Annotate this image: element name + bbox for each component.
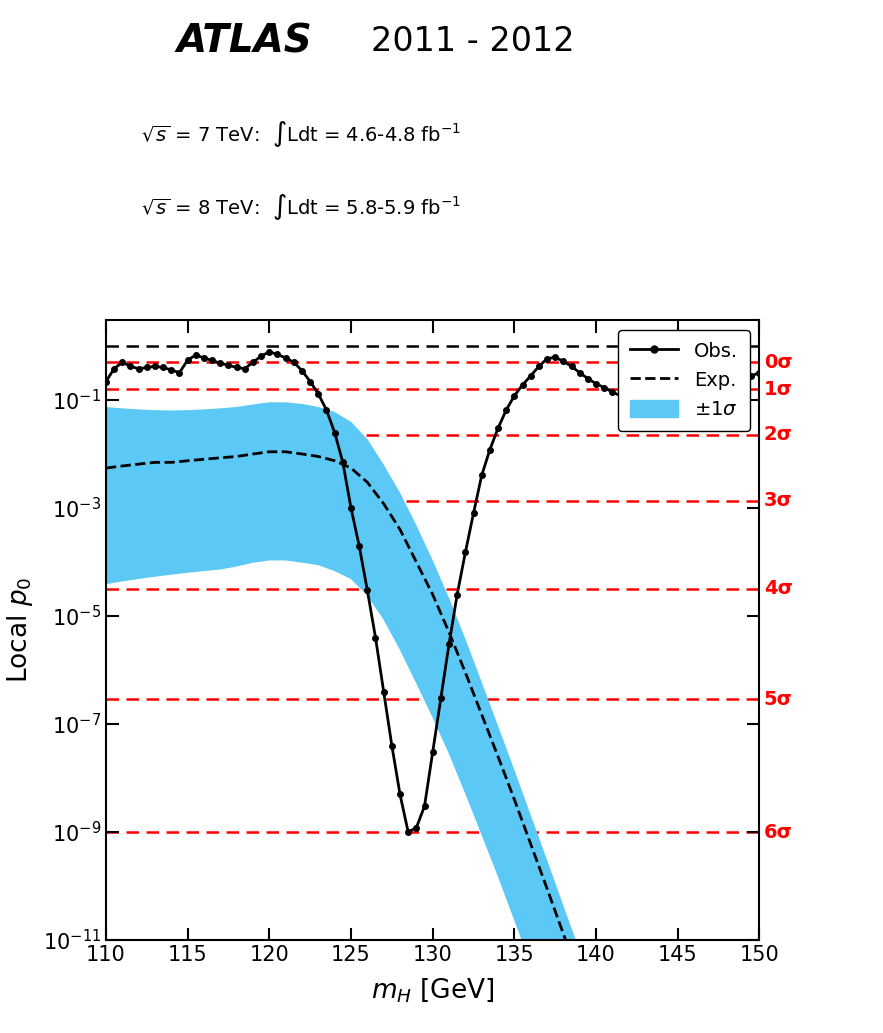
Text: $\sqrt{s}$ = 7 TeV:  $\int$Ldt = 4.6-4.8 fb$^{-1}$: $\sqrt{s}$ = 7 TeV: $\int$Ldt = 4.6-4.8 … — [141, 120, 461, 149]
Text: ATLAS: ATLAS — [177, 23, 313, 60]
Text: 6σ: 6σ — [764, 823, 793, 842]
Text: 5σ: 5σ — [764, 690, 793, 709]
Text: 0σ: 0σ — [764, 352, 792, 372]
Y-axis label: Local $p_0$: Local $p_0$ — [4, 576, 34, 684]
Text: 3σ: 3σ — [764, 492, 793, 510]
X-axis label: $m_H$ [GeV]: $m_H$ [GeV] — [371, 976, 494, 1004]
Text: $\sqrt{s}$ = 8 TeV:  $\int$Ldt = 5.8-5.9 fb$^{-1}$: $\sqrt{s}$ = 8 TeV: $\int$Ldt = 5.8-5.9 … — [141, 192, 461, 221]
Text: 4σ: 4σ — [764, 580, 793, 598]
Legend: Obs., Exp., $\pm 1\sigma$: Obs., Exp., $\pm 1\sigma$ — [618, 330, 750, 431]
Text: 2σ: 2σ — [764, 426, 793, 444]
Text: 2011 - 2012: 2011 - 2012 — [371, 25, 575, 58]
Text: 1σ: 1σ — [764, 380, 793, 399]
